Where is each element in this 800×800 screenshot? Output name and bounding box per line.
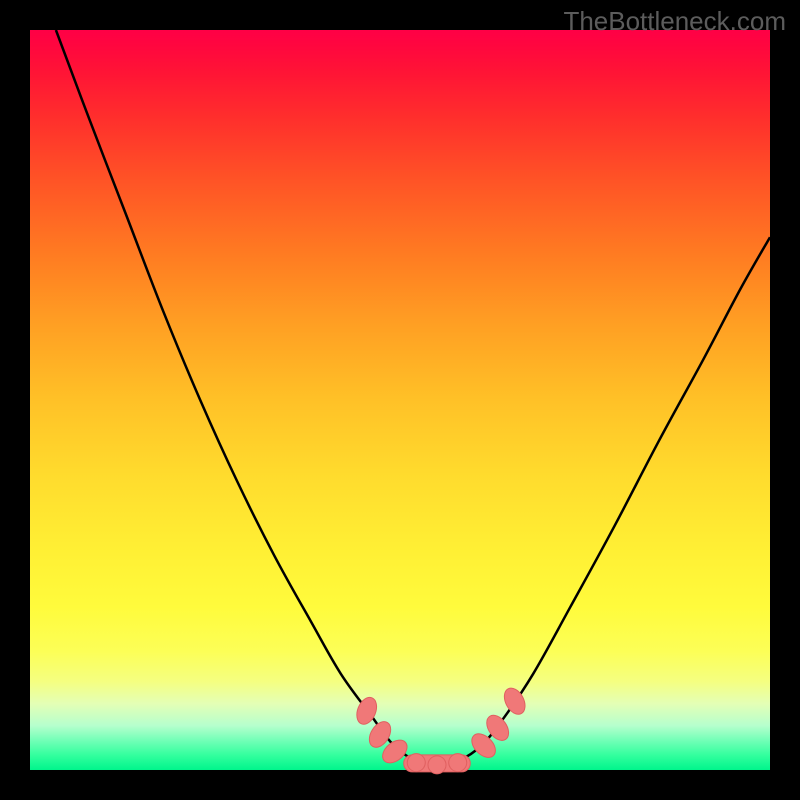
bottleneck-curve <box>56 30 770 765</box>
chart-svg <box>0 0 800 800</box>
marker-point <box>428 756 446 774</box>
marker-point <box>500 685 529 718</box>
